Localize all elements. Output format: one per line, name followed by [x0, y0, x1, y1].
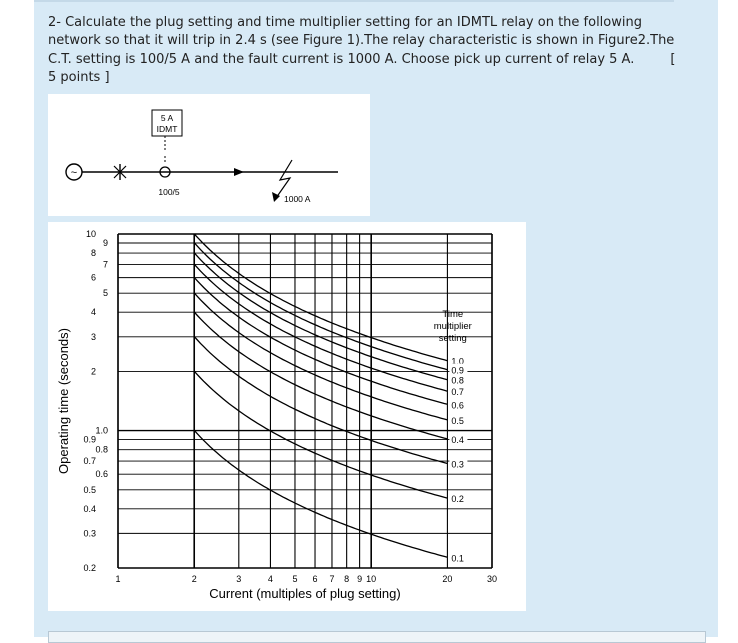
legend-title-line: multiplier: [434, 321, 472, 332]
question-line-2: network so that it will trip in 2.4 s (s…: [48, 33, 675, 49]
series-label: 0.1: [451, 553, 464, 563]
panel-divider: [34, 0, 674, 2]
points-label: 5 points ]: [48, 69, 110, 85]
curve-tms-0-1: [193, 429, 448, 558]
y-tick-label: 10: [86, 229, 96, 239]
relay-type: IDMT: [157, 124, 178, 134]
x-tick-label: 5: [292, 574, 297, 584]
series-label-bg: [449, 354, 468, 366]
current-transformer-icon: [159, 136, 171, 178]
figure-2-idmt-chart: 1.0 0.9 0.8 0.7 0.6 0.5 0.4 0.3 0.2 0.1 Time multip…: [48, 222, 526, 611]
series-label: 0.8: [451, 376, 464, 386]
answer-box[interactable]: [48, 631, 706, 643]
y-tick-label: 3: [91, 332, 96, 342]
curve-tms-1-0: [193, 233, 448, 362]
legend-title-line: Time: [442, 309, 463, 320]
series-label: 0.3: [451, 459, 464, 469]
curve-tms-0-5: [193, 292, 448, 421]
series-label: 0.4: [451, 435, 464, 445]
series-label-bg: [449, 413, 468, 425]
x-tick-label: 8: [344, 574, 349, 584]
x-tick-label: 6: [313, 574, 318, 584]
x-tick-label: 10: [366, 574, 376, 584]
question-line-1: 2- Calculate the plug setting and time m…: [48, 15, 642, 30]
series-label-bg: [449, 492, 468, 504]
figure-1-network-diagram: ~ 5 A IDMT 100/5: [48, 94, 370, 216]
question-line-3-text: C.T. setting is 100/5 A and the fault cu…: [48, 51, 635, 67]
chart-labels: 1.00.90.80.70.60.50.40.30.20.1Timemultip…: [56, 229, 497, 601]
y-tick-label: 0.5: [83, 485, 96, 495]
x-axis-title: Current (multiples of plug setting): [209, 586, 400, 601]
series-label: 0.5: [451, 416, 464, 426]
source-symbol: ~: [71, 167, 77, 179]
relay-box: [151, 109, 183, 137]
y-tick-label: 0.2: [83, 563, 96, 573]
y-tick-label: 1.0: [95, 426, 108, 436]
x-tick-label: 20: [442, 574, 452, 584]
series-label-bg: [449, 432, 468, 444]
series-label-bg: [449, 551, 468, 563]
x-tick-label: 3: [236, 574, 241, 584]
y-tick-label: 7: [103, 259, 108, 269]
x-tick-label: 7: [329, 574, 334, 584]
curve-tms-0-7: [193, 263, 448, 392]
series-label-bg: [449, 385, 468, 397]
question-line-3: C.T. setting is 100/5 A and the fault cu…: [48, 51, 708, 69]
x-tick-label: 1: [115, 574, 120, 584]
series-label: 0.2: [451, 494, 464, 504]
y-tick-label: 0.7: [83, 456, 96, 466]
x-tick-label: 30: [487, 574, 497, 584]
feeder-arrow-icon: [234, 168, 244, 176]
series-label: 0.7: [451, 387, 464, 397]
series-label: 0.6: [451, 400, 464, 410]
y-axis-title: Operating time (seconds): [56, 328, 71, 474]
curve-tms-0-6: [193, 276, 448, 405]
curve-tms-0-2: [193, 370, 448, 499]
x-tick-label: 9: [357, 574, 362, 584]
series-label: 1.0: [451, 357, 464, 367]
curve-tms-0-4: [193, 311, 448, 440]
y-tick-label: 0.4: [83, 504, 96, 514]
legend-title-line: setting: [439, 333, 467, 344]
circuit-breaker-icon: [113, 164, 127, 180]
series-label-bg: [449, 363, 468, 375]
series-label-bg: [449, 373, 468, 385]
y-tick-label: 0.6: [95, 469, 108, 479]
y-tick-label: 5: [103, 288, 108, 298]
series-label: 0.9: [451, 366, 464, 376]
series-label-bg: [449, 398, 468, 410]
points-bracket: [: [670, 51, 676, 67]
x-tick-label: 2: [192, 574, 197, 584]
ct-ratio-label: 100/5: [158, 187, 180, 197]
y-tick-label: 6: [91, 273, 96, 283]
y-tick-label: 0.3: [83, 528, 96, 538]
question-text: 2- Calculate the plug setting and time m…: [48, 14, 708, 87]
question-panel: 2- Calculate the plug setting and time m…: [34, 0, 718, 643]
y-tick-label: 9: [103, 238, 108, 248]
curve-tms-0-3: [193, 336, 448, 465]
series-label-bg: [449, 457, 468, 469]
relay-rating: 5 A: [161, 113, 174, 123]
fault-icon: [272, 159, 293, 202]
chart-grid: [117, 233, 493, 569]
curve-tms-0-8: [193, 252, 448, 381]
y-tick-label: 4: [91, 307, 96, 317]
fault-current-label: 1000 A: [284, 194, 311, 204]
y-tick-label: 8: [91, 248, 96, 258]
chart-curves: [193, 233, 448, 558]
y-tick-label: 2: [91, 366, 96, 376]
y-tick-label: 0.8: [95, 445, 108, 455]
x-tick-label: 4: [268, 574, 273, 584]
curve-tms-0-9: [193, 242, 448, 371]
y-tick-label: 0.9: [83, 435, 96, 445]
